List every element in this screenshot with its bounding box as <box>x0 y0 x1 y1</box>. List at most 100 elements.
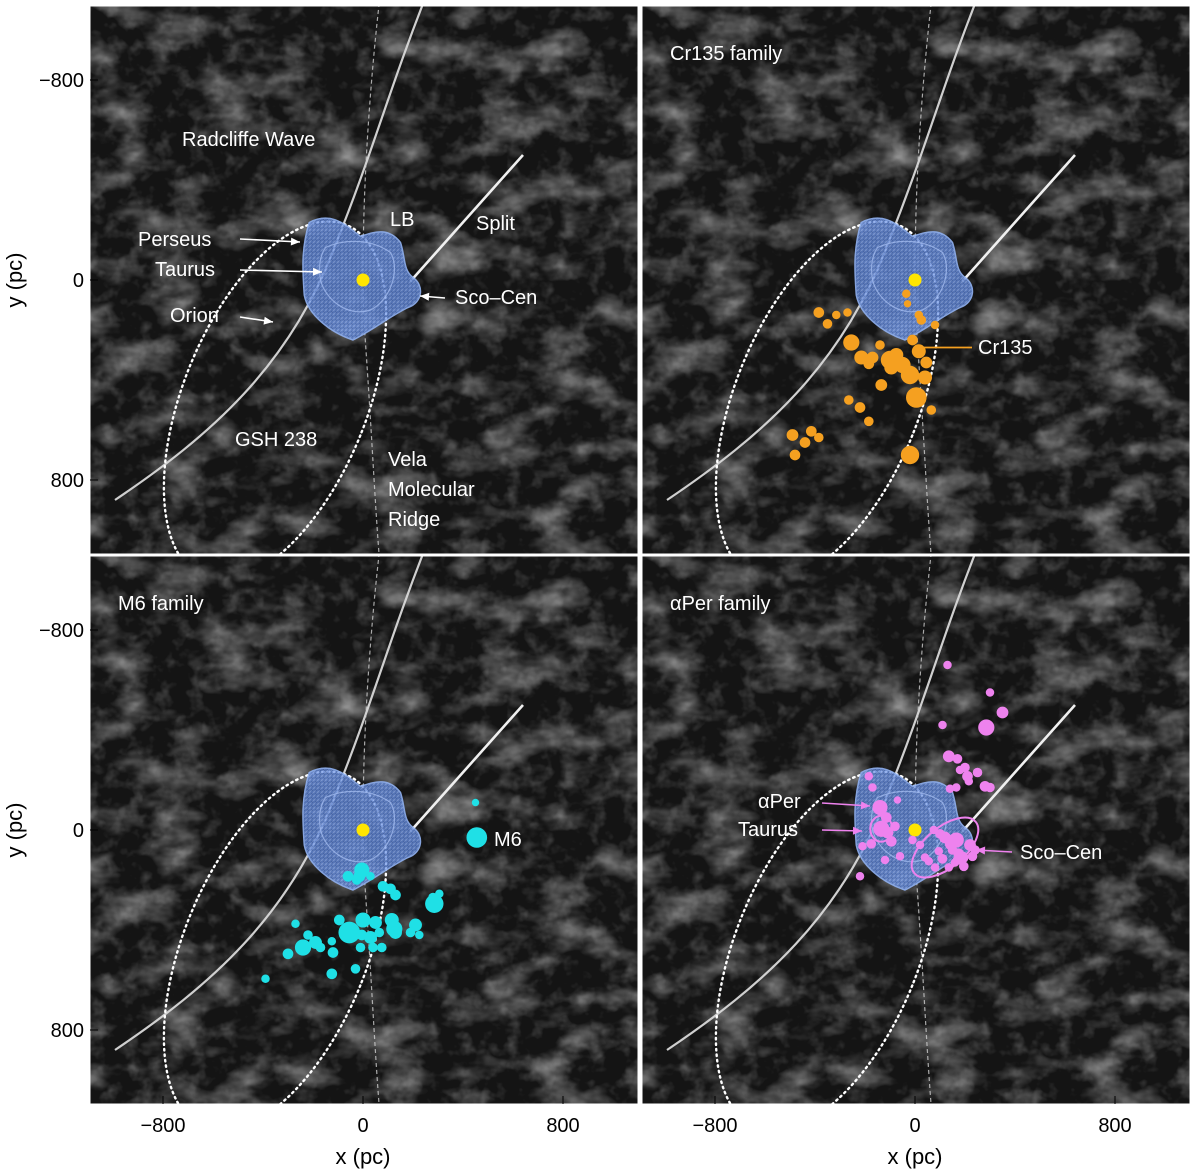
cr135-point <box>832 310 841 320</box>
panel-frame <box>641 555 1191 1105</box>
cr135-point <box>854 402 866 413</box>
panel-content: Radcliffe Wave LB Split Perseus Taurus Orion S… <box>90 6 638 554</box>
aper-point <box>972 767 983 778</box>
aper-point <box>945 784 955 794</box>
x-tick-label: −800 <box>692 1115 737 1137</box>
y-axis-title-top: y (pc) <box>2 253 27 308</box>
aper-point <box>985 688 995 697</box>
local-bubble-inner-contour <box>870 240 947 313</box>
aper-point <box>866 839 877 849</box>
aper-point <box>858 842 867 851</box>
x-axis-ticks-right: −800 0 800 <box>692 1096 1132 1137</box>
label-orion: Orion <box>170 305 219 327</box>
y-tick-label: −800 <box>39 70 84 92</box>
sun-marker <box>908 273 922 287</box>
cr135-point <box>916 315 927 325</box>
m6-point <box>326 968 338 980</box>
m6-point <box>390 889 401 901</box>
aper-point <box>937 854 948 864</box>
arrow-perseus-shaft <box>239 238 301 243</box>
x-tick-label: −800 <box>140 1115 185 1137</box>
x-tick-label: 0 <box>357 1115 368 1137</box>
cr135-point <box>903 300 912 308</box>
label-scocen: Sco–Cen <box>455 287 537 309</box>
aper-point <box>934 847 944 856</box>
cr135-point <box>789 449 801 461</box>
cr135-point <box>843 308 852 317</box>
arrow-scocen-head <box>420 292 430 301</box>
m6-point <box>364 931 377 944</box>
x-axis-title-left: x (pc) <box>336 1144 391 1169</box>
label-ridge: Ridge <box>388 509 440 531</box>
m6-point <box>291 919 300 929</box>
y-axis-ticks-top: 800 0 −800 <box>39 70 98 492</box>
aper-point <box>985 782 995 793</box>
panel-title: Cr135 family <box>670 43 782 65</box>
cr135-point <box>813 307 825 318</box>
cr135-point <box>902 289 911 299</box>
x-axis-ticks-left: −800 0 800 <box>140 1096 580 1137</box>
label-vela: Vela <box>388 449 428 471</box>
arrow-orion-head <box>263 316 273 325</box>
sun-marker <box>356 273 370 287</box>
aper-point <box>880 855 890 865</box>
label-taurus-aper: Taurus <box>738 819 798 841</box>
label-split: Split <box>476 213 515 235</box>
aper-point <box>895 852 905 861</box>
y-tick-label: −800 <box>39 620 84 642</box>
aper-point <box>885 835 897 847</box>
m6-point <box>333 914 345 926</box>
panel-title: M6 family <box>118 593 204 615</box>
cr135-point <box>884 360 899 375</box>
label-aper: αPer <box>758 791 801 813</box>
arrow-taurus-shaft <box>239 269 323 273</box>
label-gsh-238: GSH 238 <box>235 429 317 451</box>
cr135-point <box>864 416 874 427</box>
m6-point <box>374 927 385 938</box>
label-perseus: Perseus <box>138 229 211 251</box>
y-tick-label: 800 <box>51 1020 84 1042</box>
cr135-point <box>930 320 940 330</box>
aper-point <box>924 857 934 866</box>
aper-point <box>978 719 995 736</box>
dashed-reference-line <box>914 556 932 1104</box>
y-tick-label: 0 <box>73 270 84 292</box>
label-scocen-aper: Sco–Cen <box>1020 842 1102 864</box>
cr135-point <box>911 344 926 359</box>
arrow-aper-head <box>860 801 870 810</box>
m6-point <box>368 942 378 953</box>
cr135-point <box>786 429 799 441</box>
cr135-point <box>843 334 860 351</box>
cr135-point <box>918 370 932 385</box>
dashed-reference-line <box>362 6 380 554</box>
m6-points <box>261 798 488 984</box>
aper-point <box>942 750 955 763</box>
label-m6: M6 <box>494 829 522 851</box>
x-tick-label: 800 <box>546 1115 579 1137</box>
aper-point <box>868 783 877 792</box>
cr135-point <box>900 365 920 385</box>
label-cr135: Cr135 <box>978 337 1032 359</box>
split-line <box>961 154 1076 283</box>
label-local-bubble: LB <box>390 209 414 231</box>
y-tick-label: 800 <box>51 470 84 492</box>
panel-m6-family: M6 family M6 <box>89 555 639 1105</box>
aper-point <box>996 706 1009 719</box>
x-axis-title-right: x (pc) <box>888 1144 943 1169</box>
m6-point <box>342 870 354 882</box>
m6-point <box>294 939 312 956</box>
m6-point <box>471 798 480 807</box>
m6-point <box>466 827 488 848</box>
x-tick-label: 800 <box>1098 1115 1131 1137</box>
arrow-scocen-aper-head <box>976 846 986 855</box>
m6-point <box>415 930 424 940</box>
m6-point <box>389 926 402 939</box>
aper-point <box>855 872 865 881</box>
panel-frame <box>641 5 1191 555</box>
panel-overview: Radcliffe Wave LB Split Perseus Taurus Orion S… <box>89 5 639 555</box>
m6-point <box>352 875 362 885</box>
m6-point <box>282 948 294 960</box>
cr135-point <box>920 356 933 369</box>
cr135-point <box>875 379 888 391</box>
